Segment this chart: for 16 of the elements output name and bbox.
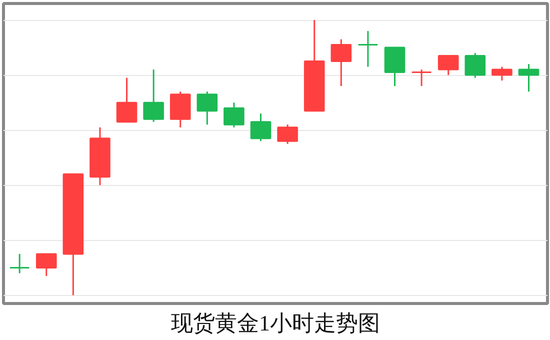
candlestick <box>9 253 30 274</box>
text: 现货黄金1小时走势图 <box>171 310 380 336</box>
candlestick <box>358 30 378 68</box>
candlestick <box>518 63 540 92</box>
candlestick <box>277 124 298 145</box>
candlestick <box>330 38 352 87</box>
candlestick <box>250 112 272 142</box>
candlestick <box>224 102 244 128</box>
candlestick <box>116 77 138 123</box>
candlestick <box>464 52 486 79</box>
candlestick <box>36 253 57 277</box>
candlestick <box>438 55 459 76</box>
candlestick <box>143 68 164 123</box>
candlestick <box>492 66 512 82</box>
candlestick <box>196 90 218 126</box>
candlestick <box>411 68 432 87</box>
